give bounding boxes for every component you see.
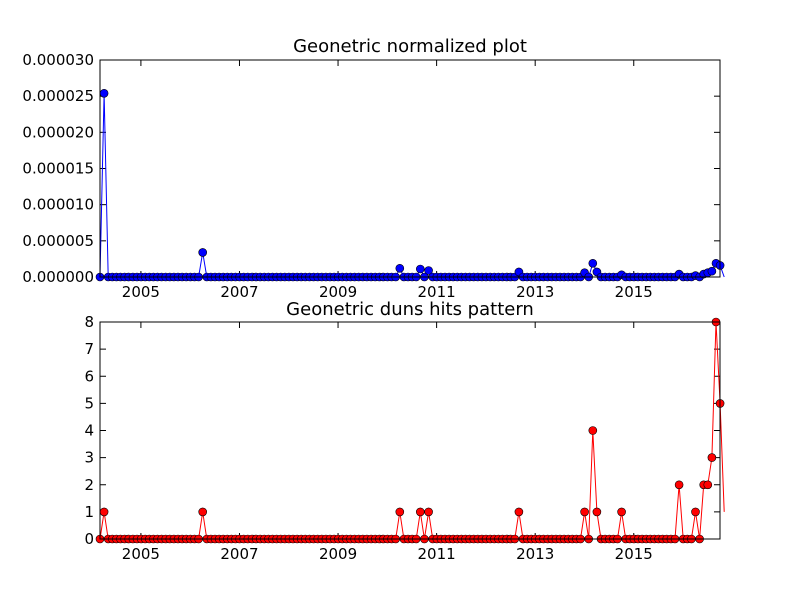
x-tick-label: 2009 [319,283,357,301]
y-tick-label: 7 [84,340,94,358]
plot-frame [99,321,721,540]
data-point [707,453,717,462]
y-tick-label: 4 [84,422,94,440]
y-tick-label: 0.000010 [22,196,94,214]
data-point [99,89,109,98]
x-tick-label: 2007 [220,545,258,563]
x-tick-label: 2007 [220,283,258,301]
data-point [424,266,433,275]
data-point [707,266,717,276]
tick-labels: 0 1 2 3 4 5 6 7 8 2005 2007 2009 2011 2013 2015 [84,313,652,563]
x-tick-label: 2005 [122,283,160,301]
y-tick-label: 1 [84,503,94,521]
data-point [592,507,602,517]
y-tick-label: 3 [84,449,94,467]
chart-title: Geonetric duns hits pattern [286,299,534,320]
data-point [674,480,684,490]
y-tick-label: 0.000000 [22,268,94,286]
x-tick-label: 2011 [418,283,456,301]
x-tick-label: 2005 [122,545,160,563]
data-point [588,426,598,435]
chart-duns-hits: Geonetric duns hits pattern 0 1 2 3 4 5 6 7 8 200… [84,299,725,563]
y-tick-label: 0.000025 [22,87,94,105]
x-tick-label: 2009 [319,545,357,563]
chart-normalized: Geonetric normalized plot 0.0000000.0000… [22,36,725,301]
x-tick-label: 2015 [615,545,653,563]
data-point [198,248,207,257]
data-point [415,264,425,274]
x-tick-label: 2013 [516,545,554,563]
x-tick-label: 2011 [418,545,456,563]
y-tick-label: 0 [84,530,94,548]
data-point [99,507,109,517]
data-point [588,258,598,268]
data-point [617,507,626,517]
y-tick-label: 0.000030 [22,51,94,69]
y-tick-label: 2 [84,476,94,494]
data-point [395,507,405,517]
y-tick-label: 6 [84,367,94,385]
y-tick-label: 0.000020 [22,123,94,141]
plot-frame [99,59,721,278]
data-point [424,507,433,517]
data-point [580,507,589,517]
y-tick-label: 0.000015 [22,160,94,178]
y-tick-label: 0.000005 [22,232,94,250]
tick-labels: 0.000000 0.000005 0.000010 0.000015 0.000020… [22,51,652,301]
data-point [198,507,207,517]
data-point [415,507,425,517]
data-point [703,480,713,490]
chart-title: Geonetric normalized plot [293,36,527,57]
y-tick-label: 5 [84,394,94,412]
data-point [395,263,405,273]
x-tick-label: 2013 [516,283,554,301]
x-tick-label: 2015 [615,283,653,301]
y-tick-label: 8 [84,313,94,331]
data-point [514,507,524,517]
data-point [691,507,700,517]
